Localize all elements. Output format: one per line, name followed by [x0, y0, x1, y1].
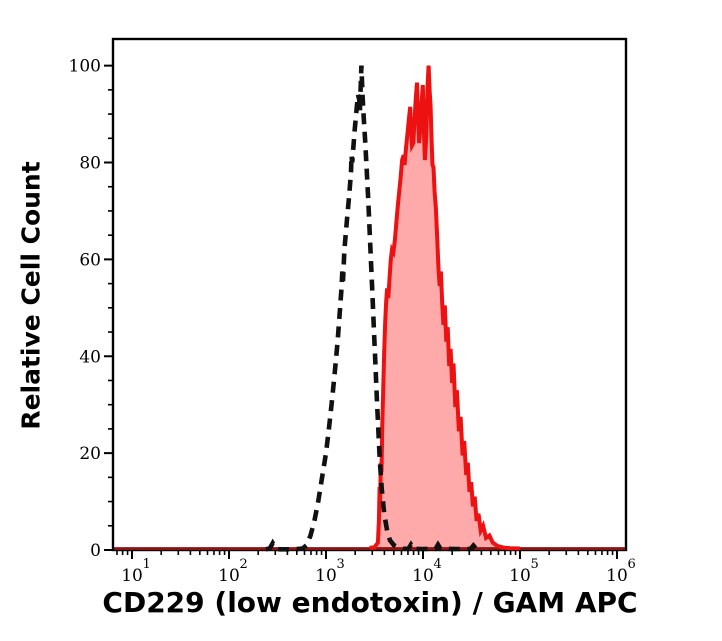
- x-tick-label-base: 10: [509, 566, 531, 586]
- red-histogram-curve: [369, 65, 521, 551]
- x-tick-label-base: 10: [412, 566, 434, 586]
- frame-rect: [111, 37, 628, 552]
- y-ticks: [104, 64, 113, 551]
- x-tick-label-base: 10: [606, 566, 628, 586]
- x-tick-label-exponent: 3: [336, 557, 344, 572]
- y-tick-label: 40: [79, 347, 101, 367]
- x-tick-label-exponent: 1: [143, 557, 151, 572]
- red-fill-area: [113, 65, 626, 550]
- dashed-curve-line: [265, 65, 482, 552]
- x-ticks: [116, 550, 618, 559]
- x-tick-label-exponent: 5: [530, 557, 538, 572]
- x-tick-label-base: 10: [218, 566, 240, 586]
- x-tick-label-exponent: 4: [433, 557, 441, 572]
- y-tick-label: 60: [79, 250, 101, 270]
- x-axis-label: CD229 (low endotoxin) / GAM APC: [102, 586, 638, 619]
- control-dashed-curve: [265, 65, 482, 552]
- plot-frame: [111, 37, 628, 552]
- y-tick-label: 100: [69, 57, 101, 77]
- y-tick-label: 80: [79, 154, 101, 174]
- x-tick-label-exponent: 6: [627, 557, 635, 572]
- x-tick-label-exponent: 2: [240, 557, 248, 572]
- x-tick-label-base: 10: [121, 566, 143, 586]
- y-tick-labels: 0 20 40 60 80 100: [69, 57, 101, 561]
- x-tick-label-base: 10: [315, 566, 337, 586]
- red-curve-line: [369, 65, 521, 551]
- y-tick-label: 20: [79, 444, 101, 464]
- red-histogram-fill: [113, 65, 626, 550]
- y-tick-label: 0: [90, 541, 101, 561]
